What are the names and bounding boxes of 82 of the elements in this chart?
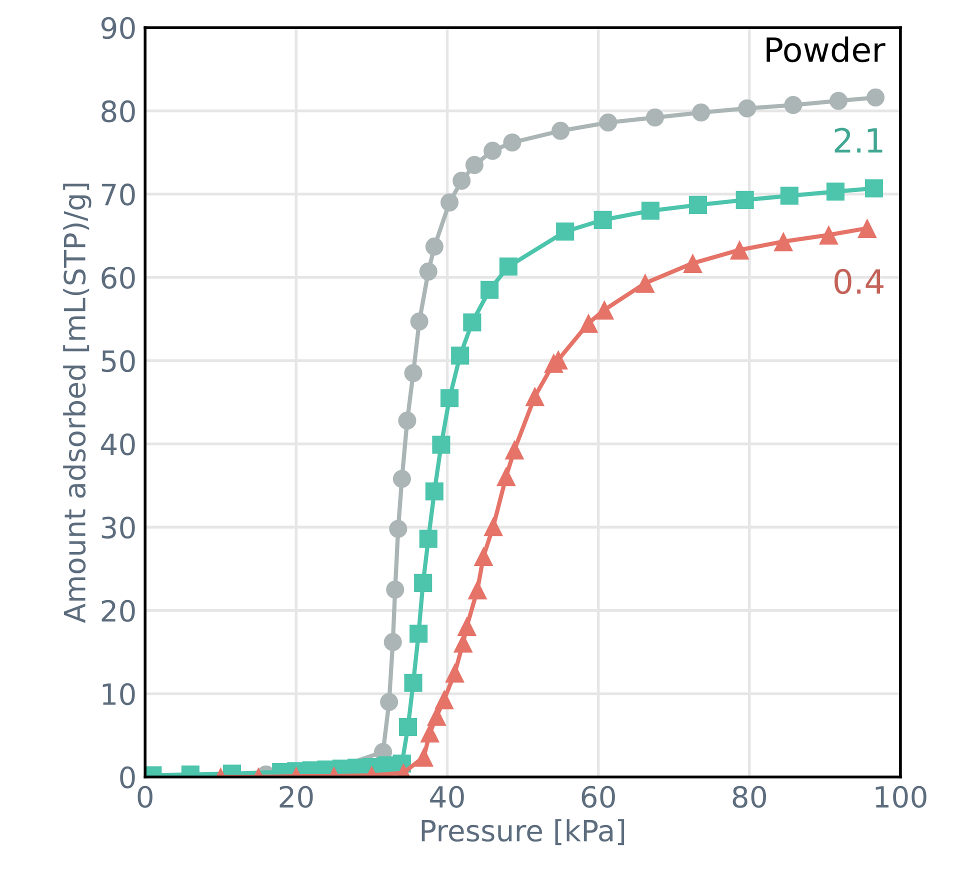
point bbox=[414, 747, 434, 767]
y-tick-label: 70 bbox=[102, 184, 135, 206]
point bbox=[784, 96, 802, 114]
point bbox=[858, 218, 877, 238]
point bbox=[398, 412, 416, 430]
point bbox=[780, 186, 798, 205]
x-tick-label: 100 bbox=[876, 786, 926, 808]
point bbox=[432, 436, 450, 454]
point bbox=[465, 156, 484, 174]
x-tick-label: 20 bbox=[280, 786, 313, 808]
y-tick-label: 0 bbox=[120, 766, 135, 788]
x-tick-label: 0 bbox=[138, 786, 152, 808]
point bbox=[398, 718, 417, 736]
point bbox=[463, 313, 482, 332]
point bbox=[380, 693, 398, 712]
point bbox=[864, 179, 884, 198]
point bbox=[556, 222, 574, 241]
y-tick-label: 60 bbox=[102, 266, 135, 289]
point bbox=[829, 92, 848, 110]
point bbox=[468, 580, 488, 600]
point bbox=[774, 232, 794, 252]
x-axis-title: Pressure [kPa] bbox=[422, 819, 624, 846]
y-tick-label: 40 bbox=[101, 433, 135, 456]
point bbox=[452, 172, 471, 190]
point bbox=[683, 254, 702, 273]
point bbox=[457, 616, 477, 636]
point bbox=[594, 210, 612, 229]
series-label: 0.4 bbox=[834, 268, 884, 294]
point bbox=[578, 313, 598, 333]
point bbox=[738, 99, 756, 118]
point bbox=[386, 580, 404, 599]
point bbox=[641, 202, 660, 220]
point bbox=[826, 182, 845, 201]
point bbox=[480, 280, 499, 299]
y-tick-label: 10 bbox=[102, 683, 135, 706]
series-label: Powder bbox=[766, 36, 886, 62]
point bbox=[414, 574, 432, 592]
point bbox=[419, 530, 438, 548]
y-tick-label: 90 bbox=[102, 17, 135, 40]
point bbox=[404, 674, 422, 692]
point bbox=[474, 546, 494, 566]
point bbox=[384, 633, 402, 652]
point bbox=[392, 470, 411, 488]
point bbox=[434, 690, 454, 710]
point bbox=[419, 262, 438, 281]
series-label: 2.1 bbox=[834, 128, 882, 153]
point bbox=[451, 346, 470, 365]
point bbox=[445, 663, 465, 683]
y-tick-label: 50 bbox=[102, 350, 135, 372]
point bbox=[503, 133, 522, 152]
point bbox=[635, 273, 655, 293]
point bbox=[425, 482, 444, 500]
point bbox=[404, 364, 422, 382]
point bbox=[484, 516, 504, 536]
x-tick-label: 60 bbox=[582, 786, 615, 808]
point bbox=[410, 312, 428, 331]
point bbox=[646, 108, 664, 127]
point bbox=[525, 386, 545, 406]
x-tick-label: 40 bbox=[430, 786, 464, 808]
point bbox=[440, 193, 459, 212]
point bbox=[440, 389, 459, 408]
y-tick-label: 20 bbox=[102, 600, 135, 622]
point bbox=[688, 196, 708, 214]
y-tick-label: 80 bbox=[102, 100, 135, 122]
x-tick-label: 80 bbox=[732, 786, 766, 808]
point bbox=[484, 142, 502, 160]
point bbox=[599, 113, 618, 132]
point bbox=[594, 300, 614, 320]
point bbox=[425, 238, 444, 256]
point bbox=[818, 225, 838, 245]
point bbox=[410, 624, 428, 643]
point bbox=[389, 520, 408, 538]
point bbox=[504, 440, 524, 460]
y-tick-label: 30 bbox=[102, 516, 135, 539]
y-axis-title: Amount adsorbed [mL(STP)/g] bbox=[63, 184, 92, 624]
point bbox=[730, 240, 750, 260]
point bbox=[496, 466, 516, 486]
point bbox=[736, 190, 754, 209]
point bbox=[552, 122, 570, 140]
point bbox=[866, 88, 885, 107]
point bbox=[692, 103, 710, 122]
point bbox=[499, 258, 518, 276]
